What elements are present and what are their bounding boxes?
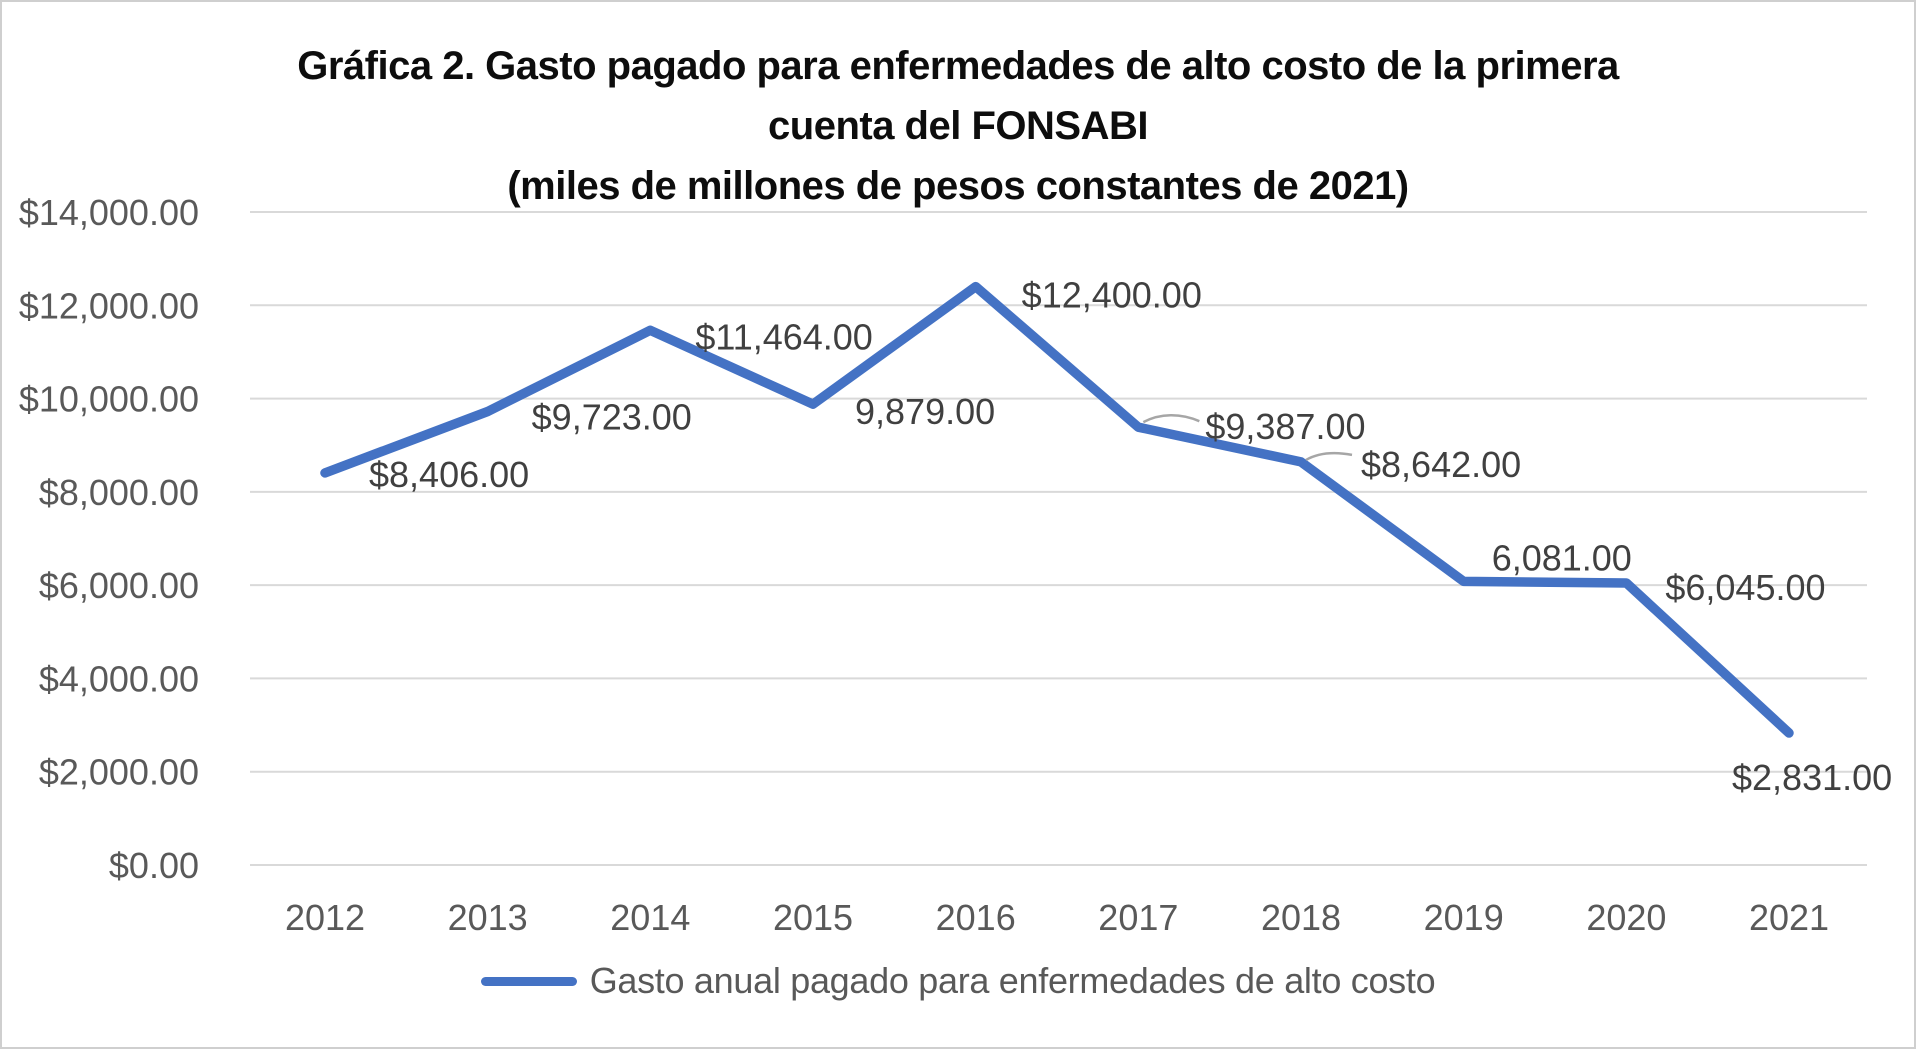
chart-title-line-1: Gráfica 2. Gasto pagado para enfermedade… xyxy=(297,44,1619,88)
data-point-label: $8,406.00 xyxy=(369,454,529,495)
y-tick-label: $8,000.00 xyxy=(39,472,199,513)
data-point-label: 6,081.00 xyxy=(1492,537,1632,578)
x-tick-label: 2015 xyxy=(773,897,853,938)
chart-title-line-2: cuenta del FONSABI xyxy=(768,104,1148,148)
legend-series-label: Gasto anual pagado para enfermedades de … xyxy=(589,960,1436,1001)
chart-title-line-3: (miles de millones de pesos constantes d… xyxy=(507,164,1409,208)
x-tick-label: 2018 xyxy=(1261,897,1341,938)
x-tick-label: 2013 xyxy=(448,897,528,938)
chart-title: Gráfica 2. Gasto pagado para enfermedade… xyxy=(2,36,1914,216)
x-tick-label: 2014 xyxy=(610,897,690,938)
data-point-label: $12,400.00 xyxy=(1022,275,1202,316)
data-point-label: $9,387.00 xyxy=(1205,406,1365,447)
x-tick-label: 2020 xyxy=(1586,897,1666,938)
x-tick-label: 2012 xyxy=(285,897,365,938)
label-leader-line xyxy=(1142,414,1200,424)
y-tick-label: $14,000.00 xyxy=(19,192,199,233)
x-tick-label: 2019 xyxy=(1424,897,1504,938)
y-tick-label: $6,000.00 xyxy=(39,565,199,606)
x-tick-label: 2021 xyxy=(1749,897,1829,938)
legend: Gasto anual pagado para enfermedades de … xyxy=(2,959,1914,1003)
y-tick-label: $2,000.00 xyxy=(39,752,199,793)
y-tick-label: $4,000.00 xyxy=(39,658,199,699)
data-point-label: $9,723.00 xyxy=(532,396,692,437)
data-point-label: $11,464.00 xyxy=(695,316,873,357)
data-point-label: $6,045.00 xyxy=(1665,567,1825,608)
y-tick-label: $0.00 xyxy=(109,845,199,886)
x-tick-label: 2017 xyxy=(1098,897,1178,938)
data-point-label: $8,642.00 xyxy=(1361,444,1521,485)
y-tick-label: $12,000.00 xyxy=(19,285,199,326)
legend-line-mark xyxy=(480,976,577,986)
x-tick-label: 2016 xyxy=(936,897,1016,938)
y-tick-label: $10,000.00 xyxy=(19,379,199,420)
data-point-label: 9,879.00 xyxy=(855,391,995,432)
series-line xyxy=(320,281,1794,738)
data-point-label: $2,831.00 xyxy=(1732,757,1892,798)
label-leader-line xyxy=(1305,451,1353,462)
